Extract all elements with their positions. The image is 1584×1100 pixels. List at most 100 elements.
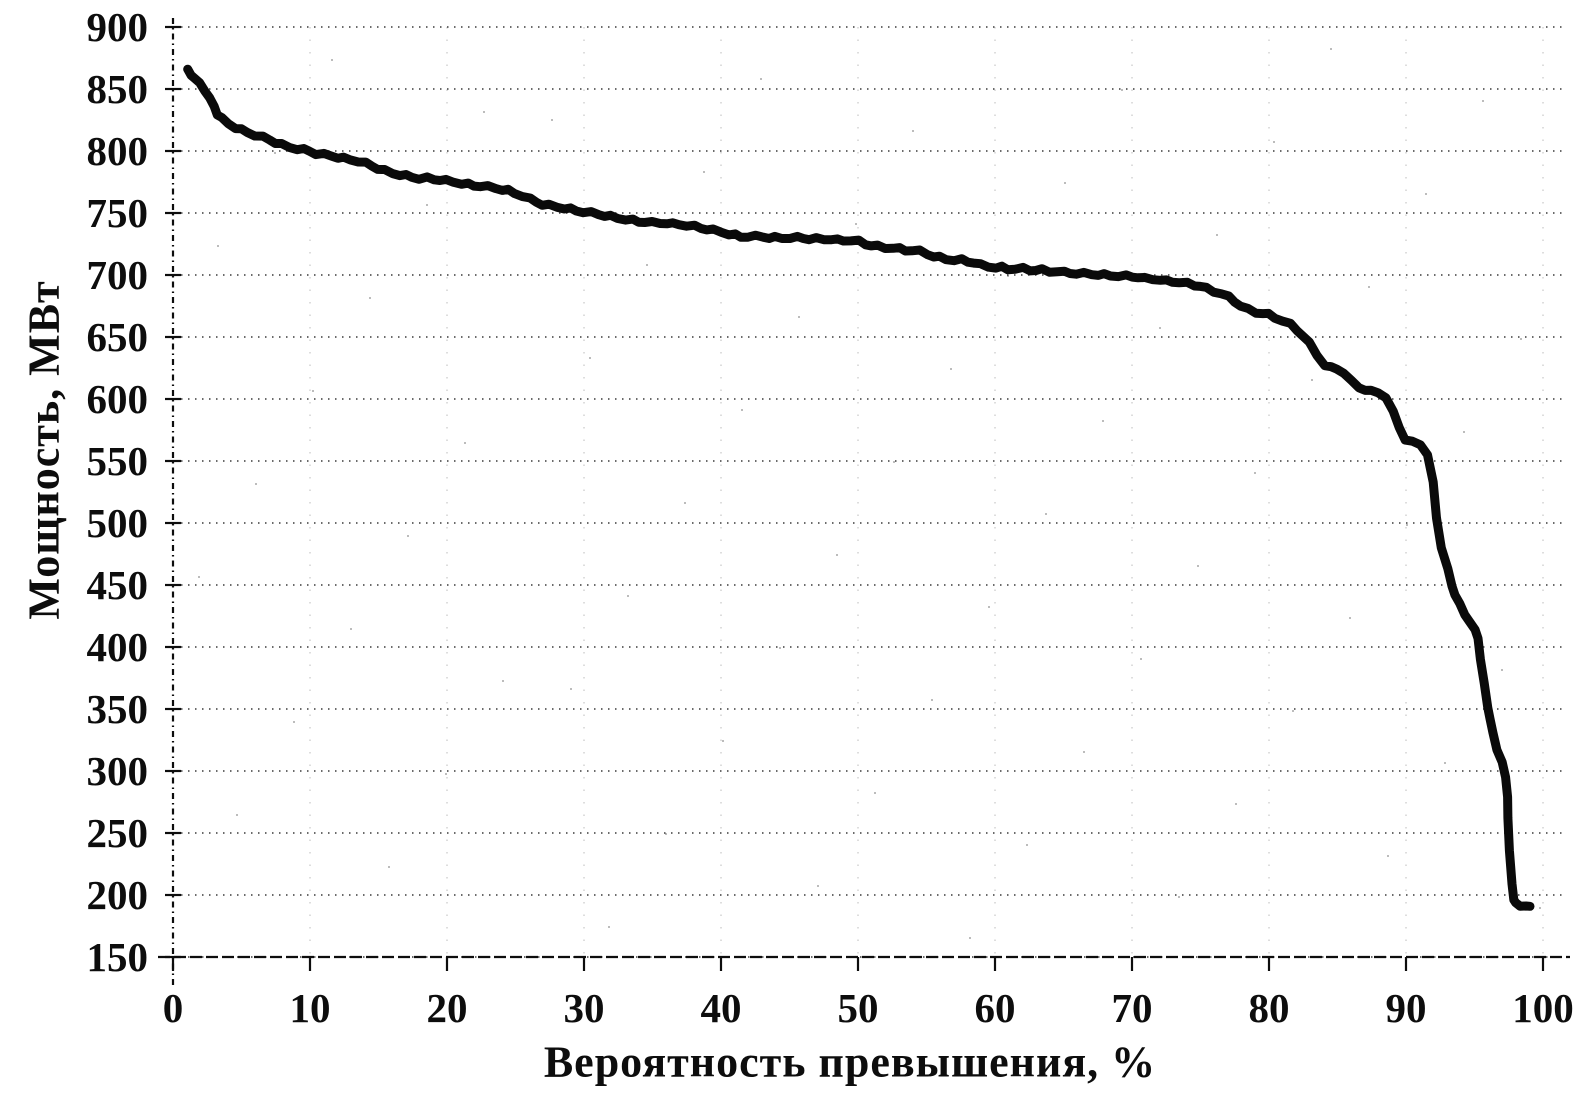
- scan-speckle: [722, 740, 724, 742]
- scan-speckle: [893, 461, 895, 463]
- scan-speckle: [1121, 89, 1123, 91]
- scan-speckle: [407, 535, 409, 537]
- scan-speckle: [1520, 338, 1522, 340]
- y-tick-label: 600: [87, 376, 149, 422]
- scan-speckle: [931, 699, 933, 701]
- scan-speckle: [274, 152, 276, 154]
- scan-speckle: [855, 223, 857, 225]
- y-tick-label: 800: [87, 128, 149, 174]
- scan-speckle: [483, 111, 485, 113]
- scan-speckle: [741, 409, 743, 411]
- scan-speckle: [684, 502, 686, 504]
- scan-speckle: [1482, 100, 1484, 102]
- scan-speckle: [1292, 710, 1294, 712]
- scan-speckle: [1444, 762, 1446, 764]
- x-axis-title: Вероятность превышения, %: [543, 1037, 1157, 1087]
- scan-speckle: [236, 814, 238, 816]
- scan-speckle: [331, 59, 333, 61]
- x-tick-label: 50: [838, 985, 879, 1031]
- scan-speckle: [1083, 751, 1085, 753]
- x-tick-label: 60: [975, 985, 1016, 1031]
- x-tick-label: 70: [1112, 985, 1153, 1031]
- x-tick-label: 40: [701, 985, 742, 1031]
- scan-speckle: [1330, 48, 1332, 50]
- scan-speckle: [779, 647, 781, 649]
- scan-speckle: [426, 204, 428, 206]
- x-tick-label: 10: [290, 985, 331, 1031]
- scan-speckle: [1501, 669, 1503, 671]
- scan-speckle: [570, 688, 572, 690]
- y-tick-label: 550: [87, 438, 149, 484]
- scan-speckle: [217, 245, 219, 247]
- exceedance-curve: [183, 64, 1535, 911]
- scan-speckle: [1254, 472, 1256, 474]
- scan-speckle: [1159, 327, 1161, 329]
- scan-speckle: [988, 606, 990, 608]
- y-tick-label: 450: [87, 562, 149, 608]
- y-tick-label: 900: [87, 4, 149, 50]
- scan-speckle: [665, 833, 667, 835]
- scan-speckle: [1216, 234, 1218, 236]
- scan-speckle: [1026, 844, 1028, 846]
- y-axis-title: Мощность, МВт: [19, 280, 69, 620]
- scan-speckle: [1463, 431, 1465, 433]
- y-tick-label: 850: [87, 66, 149, 112]
- y-tick-label: 250: [87, 810, 149, 856]
- x-tick-label: 100: [1512, 985, 1574, 1031]
- scan-speckle: [1539, 907, 1541, 909]
- scan-speckle: [1045, 513, 1047, 515]
- scan-speckle: [369, 297, 371, 299]
- x-tick-label: 80: [1249, 985, 1290, 1031]
- y-tick-label: 400: [87, 624, 149, 670]
- scan-speckle: [1140, 658, 1142, 660]
- scan-speckle: [1178, 896, 1180, 898]
- y-tick-label: 700: [87, 252, 149, 298]
- y-tick-label: 650: [87, 314, 149, 360]
- scan-speckle: [589, 357, 591, 359]
- scan-speckle: [350, 628, 352, 630]
- scan-speckle: [817, 885, 819, 887]
- y-tick-label: 750: [87, 190, 149, 236]
- y-tick-label: 350: [87, 686, 149, 732]
- scan-speckle: [312, 390, 314, 392]
- y-tick-label: 200: [87, 872, 149, 918]
- scan-speckle: [646, 264, 648, 266]
- scan-speckle: [198, 576, 200, 578]
- scan-speckle: [760, 78, 762, 80]
- scan-speckle: [1425, 193, 1427, 195]
- scan-speckle: [388, 866, 390, 868]
- scan-speckle: [255, 483, 257, 485]
- scan-speckle: [1064, 182, 1066, 184]
- scan-speckle: [874, 792, 876, 794]
- scan-speckle: [1197, 565, 1199, 567]
- scan-speckle: [798, 316, 800, 318]
- scan-speckle: [836, 554, 838, 556]
- scan-speckle: [969, 937, 971, 939]
- y-tick-label: 150: [87, 934, 149, 980]
- x-tick-label: 0: [163, 985, 184, 1031]
- scan-speckle: [1273, 141, 1275, 143]
- scan-speckle: [1102, 420, 1104, 422]
- scan-speckle: [1235, 803, 1237, 805]
- y-tick-label: 500: [87, 500, 149, 546]
- scan-speckle: [1349, 617, 1351, 619]
- scan-speckle: [1007, 275, 1009, 277]
- y-tick-label: 300: [87, 748, 149, 794]
- scan-speckle: [445, 773, 447, 775]
- scan-speckle: [293, 721, 295, 723]
- scan-speckle: [551, 119, 553, 121]
- scan-speckle: [627, 595, 629, 597]
- scan-speckle: [464, 442, 466, 444]
- scan-speckle: [608, 926, 610, 928]
- scan-speckle: [1368, 286, 1370, 288]
- scan-speckle: [1406, 524, 1408, 526]
- x-tick-label: 90: [1386, 985, 1427, 1031]
- scan-speckle: [703, 171, 705, 173]
- scan-speckle: [950, 368, 952, 370]
- scan-speckle: [1387, 855, 1389, 857]
- x-tick-label: 30: [564, 985, 605, 1031]
- x-tick-label: 20: [427, 985, 468, 1031]
- scan-speckle: [502, 680, 504, 682]
